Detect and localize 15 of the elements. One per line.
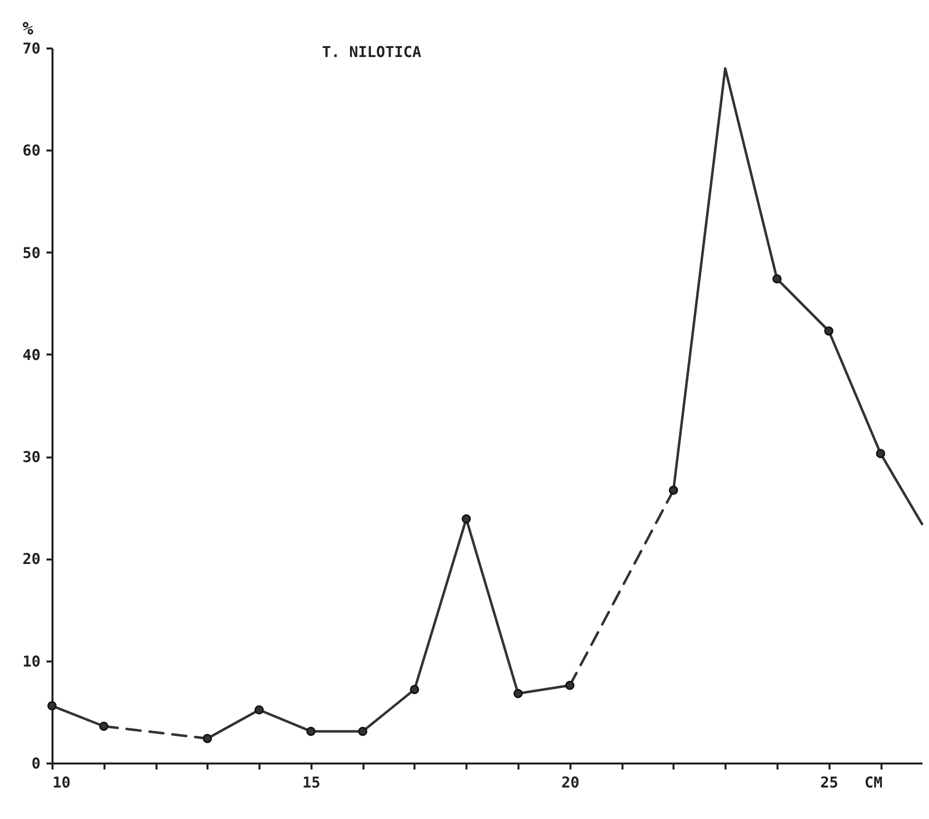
y-tick-label: 0 [31, 754, 40, 772]
y-tick-label: 30 [22, 448, 40, 466]
y-tick-label: 60 [22, 142, 40, 160]
x-tick-label: 20 [561, 774, 580, 792]
y-tick-label: 70 [22, 40, 40, 58]
x-tick-label: 15 [302, 774, 320, 792]
x-axis-title: CM [864, 774, 882, 792]
y-axis-title: % [22, 18, 34, 40]
x-tick-label: 25 [820, 774, 838, 792]
x-tick-label: 10 [52, 774, 71, 792]
chart-title: T. NILOTICA [322, 43, 422, 61]
y-tick-label: 10 [22, 652, 40, 670]
y-tick-label: 50 [22, 244, 40, 262]
y-tick-label: 20 [22, 550, 40, 568]
y-tick-label: 40 [22, 346, 40, 364]
